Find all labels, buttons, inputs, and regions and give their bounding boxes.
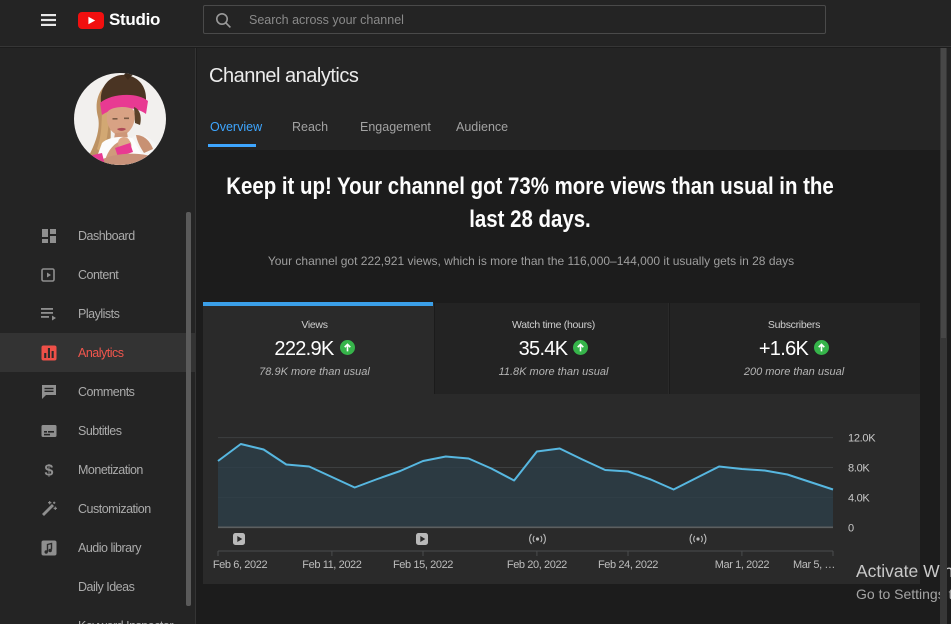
svg-text:Feb 24, 2022: Feb 24, 2022 [598,559,658,571]
svg-text:$: $ [45,463,54,479]
svg-text:Feb 20, 2022: Feb 20, 2022 [507,559,567,571]
svg-text:Mar 1, 2022: Mar 1, 2022 [715,559,770,571]
svg-text:0: 0 [848,522,854,534]
svg-text:8.0K: 8.0K [848,463,870,475]
svg-text:Feb 15, 2022: Feb 15, 2022 [393,559,453,571]
svg-text:12.0K: 12.0K [848,433,876,445]
svg-text:Mar 5, …: Mar 5, … [793,559,835,571]
svg-text:4.0K: 4.0K [848,492,870,504]
svg-text:Feb 6, 2022: Feb 6, 2022 [213,559,268,571]
svg-text:Feb 11, 2022: Feb 11, 2022 [302,559,361,571]
